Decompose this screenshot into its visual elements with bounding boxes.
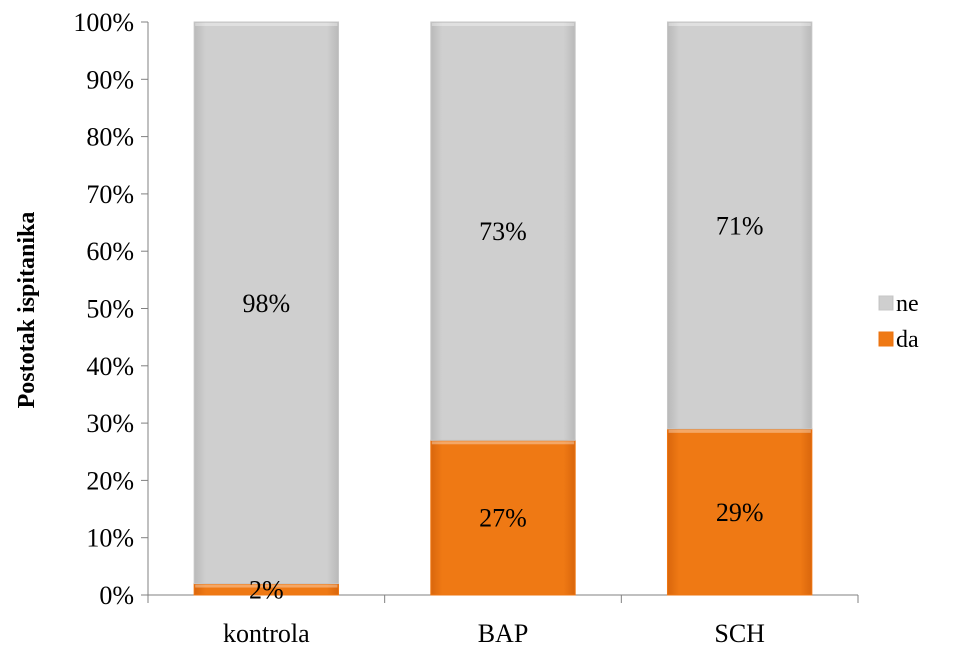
bar-da-bap	[430, 439, 576, 596]
legend-label-ne: ne	[896, 291, 919, 317]
y-tick-label: 90%	[86, 65, 134, 94]
bar-highlight	[431, 23, 575, 26]
bar-highlight	[195, 584, 338, 588]
bar-ne-kontrola	[193, 21, 340, 585]
x-tick-label: SCH	[714, 619, 765, 648]
data-label-da-kontrola: 2%	[249, 575, 284, 604]
y-tick-label: 70%	[86, 180, 134, 209]
data-label-ne-bap: 73%	[479, 217, 527, 246]
x-tick-label: kontrola	[223, 619, 310, 648]
legend-label-da: da	[896, 327, 919, 353]
legend: ne da	[878, 291, 919, 353]
bar-da-sch	[666, 428, 813, 596]
y-tick-label: 0%	[99, 581, 134, 610]
bar-ne-sch	[666, 21, 813, 430]
data-labels: 2% 98% 27% 73% 29% 71%	[242, 211, 763, 604]
y-tick-label: 40%	[86, 352, 134, 381]
y-tick-label: 30%	[86, 409, 134, 438]
legend-swatch-da	[878, 331, 894, 347]
data-label-da-bap: 27%	[479, 504, 527, 533]
bar-highlight	[195, 23, 338, 26]
x-tick-label: BAP	[478, 619, 529, 648]
data-label-da-sch: 29%	[716, 498, 764, 527]
bars	[193, 21, 813, 596]
bar-highlight	[668, 429, 811, 433]
legend-swatch-ne	[878, 295, 894, 311]
y-tick-label: 10%	[86, 524, 134, 553]
y-tick-label: 60%	[86, 237, 134, 266]
y-tick-label: 50%	[86, 295, 134, 324]
bar-ne-bap	[430, 21, 576, 441]
y-tick-label: 80%	[86, 123, 134, 152]
y-axis-title: Postotak ispitanika	[14, 212, 40, 409]
bar-highlight	[431, 441, 575, 445]
y-tick-label: 100%	[73, 8, 134, 37]
y-axis: 0% 10% 20% 30% 40% 50% 60% 70% 80% 90% 100%	[73, 8, 149, 610]
y-tick-label: 20%	[86, 466, 134, 495]
data-label-ne-sch: 71%	[716, 211, 764, 240]
data-label-ne-kontrola: 98%	[242, 289, 290, 318]
bar-highlight	[668, 23, 811, 26]
